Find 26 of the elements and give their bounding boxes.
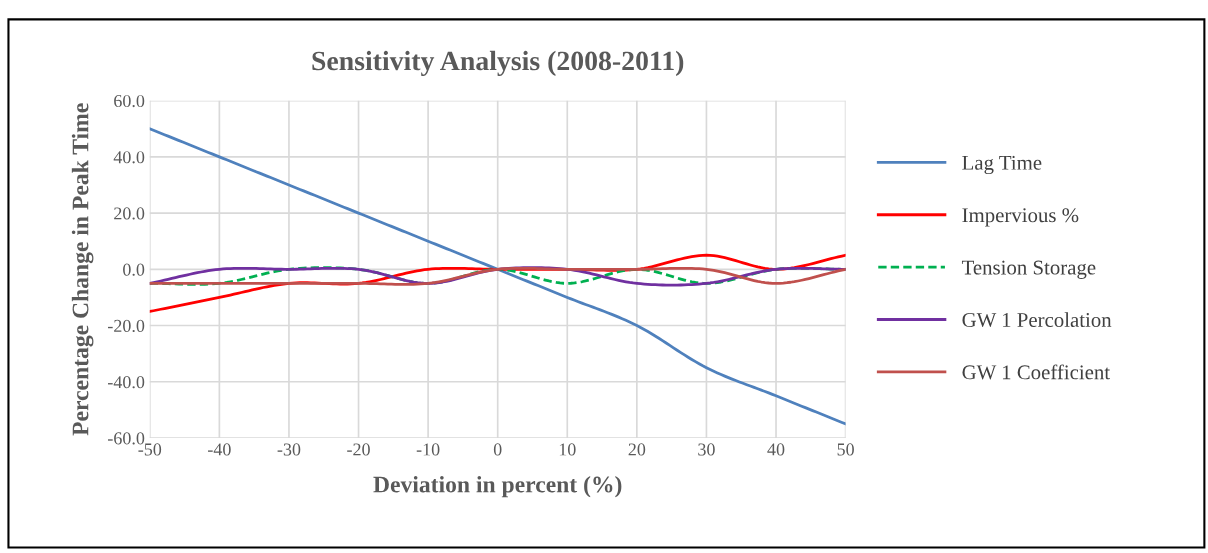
x-tick-label: -30 <box>277 443 301 456</box>
legend-label: GW 1 Coefficient <box>962 364 1110 380</box>
y-tick-label: 20.0 <box>114 207 145 220</box>
x-tick-label: -40 <box>208 443 231 456</box>
x-tick-label: 50 <box>837 443 854 456</box>
x-tick-label: 30 <box>698 443 715 456</box>
legend-label: Impervious % <box>962 208 1079 227</box>
y-tick-label: 60.0 <box>114 94 145 108</box>
x-axis-title: Deviation in percent (%) <box>373 475 622 498</box>
y-axis-title: Percentage Change in Peak Time <box>71 103 94 436</box>
x-tick-label: 20 <box>628 443 646 456</box>
x-tick-label: 10 <box>559 443 576 456</box>
legend-label: Lag Time <box>962 155 1042 175</box>
y-tick-label: -60.0 <box>107 432 145 445</box>
x-tick-label: 40 <box>767 443 785 456</box>
y-tick-label: -20.0 <box>107 319 145 333</box>
chart-title: Sensitivity Analysis (2008-2011) <box>312 50 684 77</box>
y-tick-label: 0.0 <box>123 263 145 276</box>
x-tick-label: 0 <box>493 443 502 456</box>
x-tick-label: -50 <box>138 443 162 456</box>
legend-label: GW 1 Percolation <box>962 312 1112 328</box>
y-tick-label: 40.0 <box>113 151 145 164</box>
x-tick-label: -10 <box>416 443 440 456</box>
y-tick-label: -40.0 <box>107 376 145 389</box>
legend-label: Tension Storage <box>961 260 1096 279</box>
x-tick-label: -20 <box>347 443 370 456</box>
